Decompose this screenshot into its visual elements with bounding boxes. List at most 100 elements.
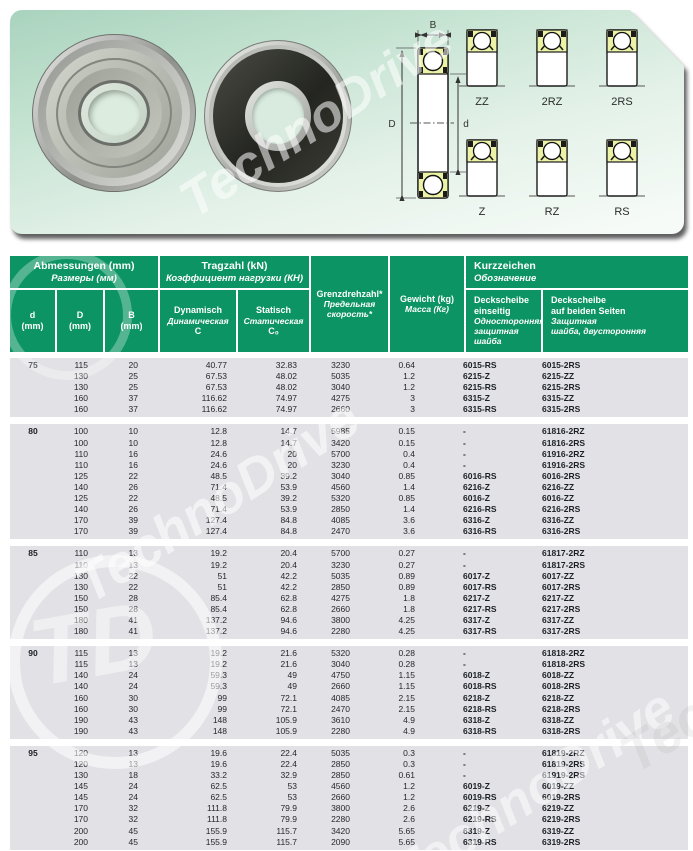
- table-row: 85 110 13 19.2 20.4 5700 0.27 - 61817-2RZ: [10, 548, 688, 559]
- cell-value: 62.5: [210, 792, 227, 803]
- table-row: 80 100 10 12.8 14.7 5985 0.15 - 61816-2RZ: [10, 426, 688, 437]
- cell-value: 41: [128, 614, 138, 625]
- cell-value: 3610: [331, 714, 350, 725]
- cell-value: 150: [73, 592, 88, 603]
- cell-value: 2470: [331, 526, 350, 537]
- cell-value: 4.9: [403, 714, 415, 725]
- cell-d: [10, 515, 56, 526]
- cell-value: 4.25: [398, 626, 415, 637]
- cell-value: 120: [73, 759, 88, 769]
- cell-value: 200: [73, 825, 88, 836]
- cell-designation: 6018-RS: [463, 681, 497, 692]
- cell-value: 19.6: [210, 759, 227, 769]
- cell-d: [10, 704, 56, 715]
- cell-value: 53: [287, 792, 297, 803]
- cell-value: 0.28: [398, 659, 415, 670]
- cell-designation: 6319-RS: [463, 836, 497, 847]
- cell-designation: -: [463, 559, 466, 570]
- bearing-group-d75: 75 115 20 40.77 32.83 3230 0.64 6015-RS 6015-2RS…: [10, 358, 688, 418]
- bearing-variant-icon-rz: RZ: [529, 139, 575, 218]
- header-col-shield-double: Deckscheibe auf beiden Seiten Защитная ш…: [543, 290, 688, 352]
- cell-d: [10, 659, 56, 670]
- cell-value: 2470: [331, 703, 350, 714]
- cell-designation: 6019-2RS: [542, 792, 581, 803]
- dim-label-B: B: [430, 20, 437, 31]
- table-row: 110 16 24.6 20 3230 0.4 - 61916-2RS: [10, 460, 688, 471]
- table-row: 120 13 19.6 22.4 2850 0.3 - 61819-2RS: [10, 759, 688, 770]
- cell-value: 74.97: [275, 393, 297, 404]
- cell-value: 3800: [331, 803, 350, 814]
- cell-value: 1.8: [403, 603, 415, 614]
- cell-d: [10, 560, 56, 571]
- variant-label: Z: [479, 206, 486, 218]
- cell-d: [10, 759, 56, 770]
- cell-value: 5985: [331, 426, 350, 437]
- header-limit-speed: Grenzdrehzahl* Предельная скорость*: [311, 256, 388, 352]
- cell-designation: 6018-ZZ: [542, 670, 575, 681]
- cell-designation: 6316-RS: [463, 526, 497, 537]
- cell-designation: 6317-Z: [463, 614, 490, 625]
- table-row: 125 22 48.5 39.2 3040 0.85 6016-RS 6016-2RS: [10, 471, 688, 482]
- cell-designation: 61818-2RZ: [542, 648, 585, 659]
- cell-value: 148: [212, 714, 227, 725]
- cell-designation: 6218-RS: [463, 703, 497, 714]
- dim-label-d: d: [463, 119, 469, 130]
- cell-value: 13: [128, 659, 138, 670]
- table-row: 110 16 24.6 20 5700 0.4 - 61916-2RZ: [10, 449, 688, 460]
- cell-value: 10: [128, 426, 138, 437]
- cell-value: 62.8: [280, 603, 297, 614]
- cell-d: [10, 449, 56, 460]
- table-row: 140 26 71.4 53.9 2850 1.4 6216-RS 6216-2RS: [10, 504, 688, 515]
- cell-value: 32.83: [275, 360, 297, 370]
- cell-d: [10, 803, 56, 814]
- cell-d: [10, 582, 56, 593]
- table-row: 115 13 19.2 21.6 3040 0.28 - 61818-2RS: [10, 659, 688, 670]
- cell-value: 125: [73, 493, 88, 504]
- cell-value: 37: [128, 404, 138, 415]
- cell-designation: 6018-2RS: [542, 681, 581, 692]
- cell-value: 127.4: [205, 526, 227, 537]
- cell-designation: 6019-ZZ: [542, 781, 575, 792]
- cell-value: 20.4: [280, 559, 297, 570]
- cell-value: 94.6: [280, 626, 297, 637]
- cell-value: 30: [128, 692, 138, 703]
- bearing-bore: [252, 88, 304, 144]
- cell-designation: 6217-RS: [463, 603, 497, 614]
- table-row: 140 24 59.3 49 2660 1.15 6018-RS 6018-2RS: [10, 681, 688, 692]
- cell-designation: 6219-2RS: [542, 814, 581, 825]
- cell-value: 127.4: [205, 515, 227, 526]
- cell-value: 145: [73, 792, 88, 803]
- cell-value: 79.9: [280, 814, 297, 825]
- cell-designation: 6016-2RS: [542, 470, 581, 481]
- cell-value: 13: [128, 747, 138, 758]
- variant-label: 2RS: [611, 96, 632, 108]
- cell-value: 48.02: [275, 371, 297, 382]
- cell-value: 48.02: [275, 382, 297, 393]
- cell-value: 3230: [331, 459, 350, 470]
- cell-value: 67.53: [205, 382, 227, 393]
- table-row: 160 30 99 72.1 4085 2.15 6218-Z 6218-ZZ: [10, 693, 688, 704]
- cell-value: 3.6: [403, 515, 415, 526]
- cell-value: 140: [73, 670, 88, 681]
- cell-value: 2850: [331, 759, 350, 769]
- cell-value: 150: [73, 603, 88, 614]
- cell-value: 190: [73, 714, 88, 725]
- cell-value: 0.89: [398, 581, 415, 592]
- cell-designation: 6016-ZZ: [542, 493, 575, 504]
- cell-value: 20.4: [280, 548, 297, 559]
- cell-value: 2.6: [403, 803, 415, 814]
- table-row: 130 25 67.53 48.02 3040 1.2 6215-RS 6215-2RS: [10, 382, 688, 393]
- cell-value: 67.53: [205, 371, 227, 382]
- table-row: 130 22 51 42.2 2850 0.89 6017-RS 6017-2RS: [10, 582, 688, 593]
- cell-value: 85.4: [210, 592, 227, 603]
- cell-value: 2660: [331, 603, 350, 614]
- cell-d: [10, 471, 56, 482]
- cell-value: 99: [217, 692, 227, 703]
- cell-designation: 6319-2RS: [542, 836, 581, 847]
- variant-row-bottom: Z RZ RS: [458, 136, 646, 234]
- cell-d: [10, 393, 56, 404]
- cell-value: 100: [73, 426, 88, 437]
- cell-value: 32: [128, 803, 138, 814]
- cell-value: 1.2: [403, 792, 415, 803]
- cell-d: [10, 693, 56, 704]
